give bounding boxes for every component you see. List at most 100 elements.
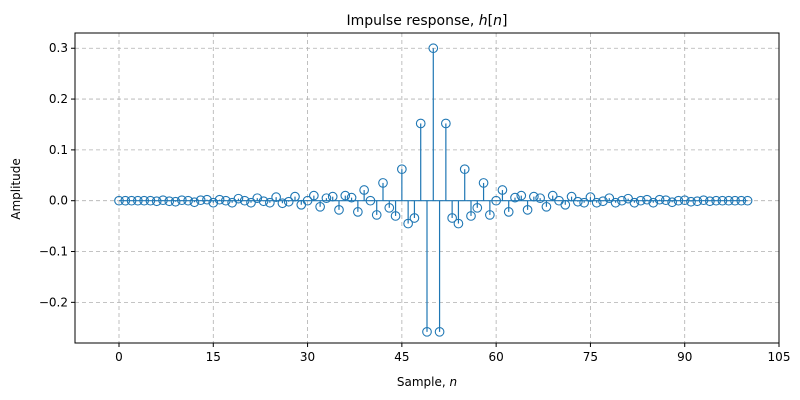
stem-marker <box>133 195 143 206</box>
x-tick-label: 90 <box>677 350 692 364</box>
stem-marker <box>327 191 338 202</box>
stem-marker <box>428 43 439 54</box>
stem-marker <box>485 210 495 220</box>
markers <box>114 43 753 337</box>
stem-marker <box>692 196 703 207</box>
stem-marker <box>441 118 451 129</box>
x-tick-label: 15 <box>206 350 221 364</box>
stem-marker <box>642 194 652 205</box>
stem-marker <box>277 198 288 209</box>
stem-marker <box>265 197 275 208</box>
x-tick-label: 45 <box>394 350 409 364</box>
stem-marker <box>403 218 413 229</box>
stem-marker <box>365 195 376 206</box>
stem-marker <box>648 197 659 208</box>
stem-marker <box>371 210 382 220</box>
stem-marker <box>673 195 684 206</box>
stem-marker <box>711 195 721 206</box>
stem-marker <box>478 178 489 188</box>
stem-marker <box>120 195 131 206</box>
stem-marker <box>686 196 696 207</box>
stem-marker <box>252 193 263 204</box>
y-tick-label: −0.2 <box>39 295 68 309</box>
stem-marker <box>547 190 558 201</box>
plot-frame <box>74 32 780 344</box>
stem-marker <box>397 164 407 175</box>
stem-marker <box>353 207 363 217</box>
stem-marker <box>390 211 401 221</box>
stem-marker <box>723 195 734 206</box>
stem-marker <box>698 195 709 206</box>
stem-marker <box>453 218 464 229</box>
stem-marker <box>195 195 206 206</box>
x-tick-label: 0 <box>115 350 123 364</box>
stem-marker <box>246 197 256 208</box>
stem-marker <box>409 213 420 223</box>
stem-marker <box>604 193 615 204</box>
stem-marker <box>145 195 156 206</box>
stem-marker <box>258 196 269 207</box>
stem-marker <box>233 193 244 204</box>
stem-marker <box>661 195 671 206</box>
stem-marker <box>302 195 313 206</box>
x-axis-ticks: 0 15 30 45 60 75 90 105 <box>115 343 790 364</box>
stem-marker <box>170 196 181 207</box>
stem-marker <box>566 191 577 202</box>
stem-marker <box>654 194 665 205</box>
stem-marker <box>679 195 690 206</box>
y-tick-label: 0.0 <box>49 194 68 208</box>
stem-marker <box>541 201 552 212</box>
stem-marker <box>516 190 527 201</box>
x-tick-label: 60 <box>489 350 504 364</box>
y-tick-label: 0.3 <box>49 41 68 55</box>
stem-marker <box>466 211 476 221</box>
stem-marker <box>378 178 388 188</box>
stem-marker <box>189 197 200 208</box>
stem-marker <box>522 205 533 215</box>
stem-marker <box>334 205 344 215</box>
stem-marker <box>591 197 602 208</box>
stem-marker <box>491 195 501 206</box>
stem-marker <box>535 193 545 204</box>
stem-marker <box>610 197 621 208</box>
stem-marker <box>183 195 193 206</box>
stem-marker <box>736 195 747 206</box>
stem-marker <box>283 196 294 207</box>
stem-marker <box>635 195 646 206</box>
stem-marker <box>742 195 753 206</box>
stem-marker <box>472 202 483 213</box>
stem-marker <box>434 326 445 337</box>
x-tick-label: 30 <box>300 350 315 364</box>
stem-marker <box>271 192 281 202</box>
stem-marker <box>560 199 571 210</box>
stem-marker <box>359 185 369 195</box>
stem-marker <box>114 195 124 206</box>
stem-marker <box>151 196 162 207</box>
stem-marker <box>629 197 640 208</box>
stem-marker <box>510 192 520 203</box>
y-tick-label: 0.2 <box>49 92 68 106</box>
y-tick-label: 0.1 <box>49 143 68 157</box>
stem-marker <box>309 190 319 201</box>
stem-marker <box>573 196 583 207</box>
stem-marker <box>384 202 395 213</box>
stem-marker <box>447 213 457 223</box>
stem-marker <box>730 195 740 206</box>
stem-marker <box>667 197 677 208</box>
stem-marker <box>177 195 187 206</box>
stem-marker <box>126 195 137 206</box>
x-tick-label: 75 <box>583 350 598 364</box>
stem-marker <box>579 197 589 208</box>
stem-marker <box>315 201 325 212</box>
stem-marker <box>705 196 715 207</box>
x-tick-label: 105 <box>768 350 791 364</box>
y-axis-ticks: −0.2 −0.1 0.0 0.1 0.2 0.3 <box>39 41 75 309</box>
stem-marker <box>208 197 219 208</box>
stem-marker <box>459 164 470 175</box>
stem-marker <box>290 191 300 202</box>
chart-title: Impulse response, h[n] <box>347 13 508 29</box>
stem-marker <box>717 195 728 206</box>
stem-marker <box>617 195 627 206</box>
x-axis-title: Sample, n <box>397 375 457 389</box>
